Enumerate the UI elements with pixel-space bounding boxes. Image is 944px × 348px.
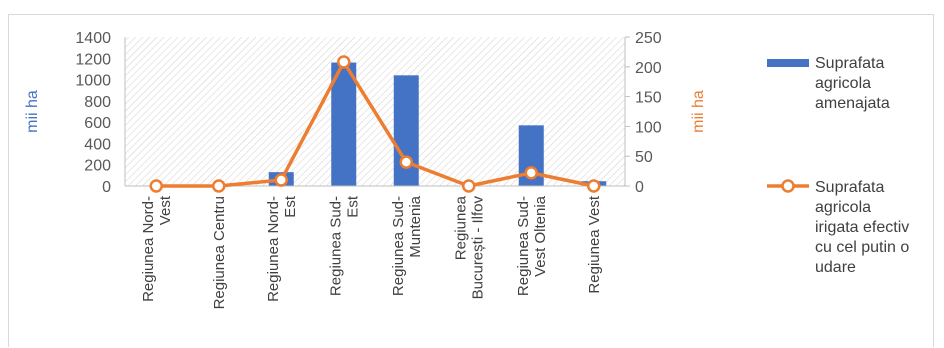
category-label: RegiuneaBucurești - Ilfov xyxy=(452,195,486,299)
line-point xyxy=(526,167,537,178)
left-tick-label: 400 xyxy=(84,136,111,153)
right-tick-label: 200 xyxy=(635,60,662,77)
right-tick-label: 250 xyxy=(635,30,662,47)
category-label: Regiunea Nord-Vest xyxy=(140,195,174,302)
category-labels: Regiunea Nord-Vest Regiunea Centru Regiune… xyxy=(140,195,603,309)
combo-chart: 0 200 400 600 800 1000 1200 1400 0 50 100 150 200 25… xyxy=(9,15,935,348)
legend-swatch-bar xyxy=(767,59,809,67)
legend-marker xyxy=(783,181,794,192)
line-point xyxy=(213,181,224,192)
left-axis: 0 200 400 600 800 1000 1200 1400 xyxy=(75,30,125,196)
right-tick-label: 150 xyxy=(635,90,662,107)
category-label: Regiunea Vest xyxy=(586,195,603,293)
category-label: Regiunea Sud-Est xyxy=(327,195,361,296)
chart-frame: 0 200 400 600 800 1000 1200 1400 0 50 100 150 200 25… xyxy=(8,14,934,347)
line-point xyxy=(401,157,412,168)
left-tick-label: 1400 xyxy=(75,30,111,47)
line-point xyxy=(276,175,287,186)
left-tick-label: 1000 xyxy=(75,73,111,90)
bar xyxy=(394,75,419,186)
left-tick-label: 0 xyxy=(102,179,111,196)
left-tick-label: 600 xyxy=(84,115,111,132)
right-tick-label: 50 xyxy=(635,149,653,166)
category-label: Regiunea Sud-Vest Oltenia xyxy=(515,195,549,296)
right-tick-label: 0 xyxy=(635,179,644,196)
left-tick-label: 1200 xyxy=(75,51,111,68)
category-label: Regiunea Nord-Est xyxy=(265,195,299,302)
right-axis: 0 50 100 150 200 250 xyxy=(625,30,662,196)
category-label: Regiunea Centru xyxy=(211,196,228,309)
left-tick-label: 200 xyxy=(84,158,111,175)
left-axis-title: mii ha xyxy=(24,90,41,133)
right-tick-label: 100 xyxy=(635,119,662,136)
category-label: Regiunea Sud-Muntenia xyxy=(390,195,424,296)
right-axis-title: mii ha xyxy=(690,90,707,133)
line-point xyxy=(151,181,162,192)
line-point xyxy=(463,181,474,192)
line-point xyxy=(338,57,349,68)
line-point xyxy=(588,181,599,192)
left-tick-label: 800 xyxy=(84,94,111,111)
